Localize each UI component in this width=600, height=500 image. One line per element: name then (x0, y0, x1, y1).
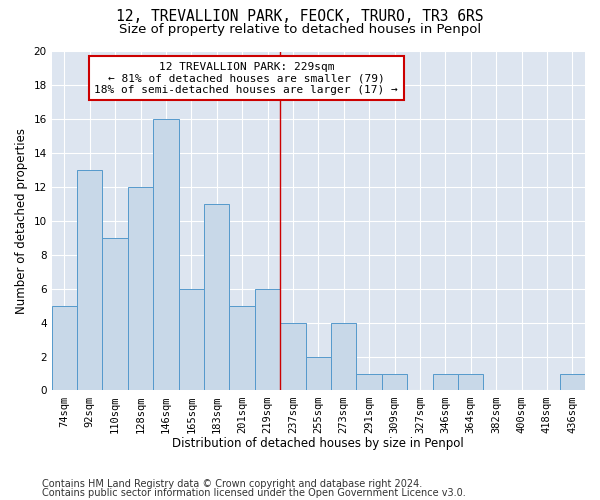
Bar (433, 374, 458, 390)
Text: Contains public sector information licensed under the Open Government Licence v3: Contains public sector information licen… (42, 488, 466, 498)
Bar (560, 374, 585, 390)
Bar (204, 204, 229, 390)
Bar (52, 306, 77, 390)
Y-axis label: Number of detached properties: Number of detached properties (15, 128, 28, 314)
Text: 12 TREVALLION PARK: 229sqm
← 81% of detached houses are smaller (79)
18% of semi: 12 TREVALLION PARK: 229sqm ← 81% of deta… (94, 62, 398, 95)
Bar (229, 306, 255, 390)
Bar (305, 356, 331, 390)
Bar (331, 322, 356, 390)
Bar (255, 289, 280, 390)
Bar (280, 322, 305, 390)
Text: Contains HM Land Registry data © Crown copyright and database right 2024.: Contains HM Land Registry data © Crown c… (42, 479, 422, 489)
Bar (128, 187, 153, 390)
Bar (356, 374, 382, 390)
Text: 12, TREVALLION PARK, FEOCK, TRURO, TR3 6RS: 12, TREVALLION PARK, FEOCK, TRURO, TR3 6… (116, 9, 484, 24)
X-axis label: Distribution of detached houses by size in Penpol: Distribution of detached houses by size … (172, 437, 464, 450)
Bar (103, 238, 128, 390)
Bar (382, 374, 407, 390)
Bar (153, 120, 179, 390)
Text: Size of property relative to detached houses in Penpol: Size of property relative to detached ho… (119, 22, 481, 36)
Bar (179, 289, 204, 390)
Bar (77, 170, 103, 390)
Bar (458, 374, 484, 390)
